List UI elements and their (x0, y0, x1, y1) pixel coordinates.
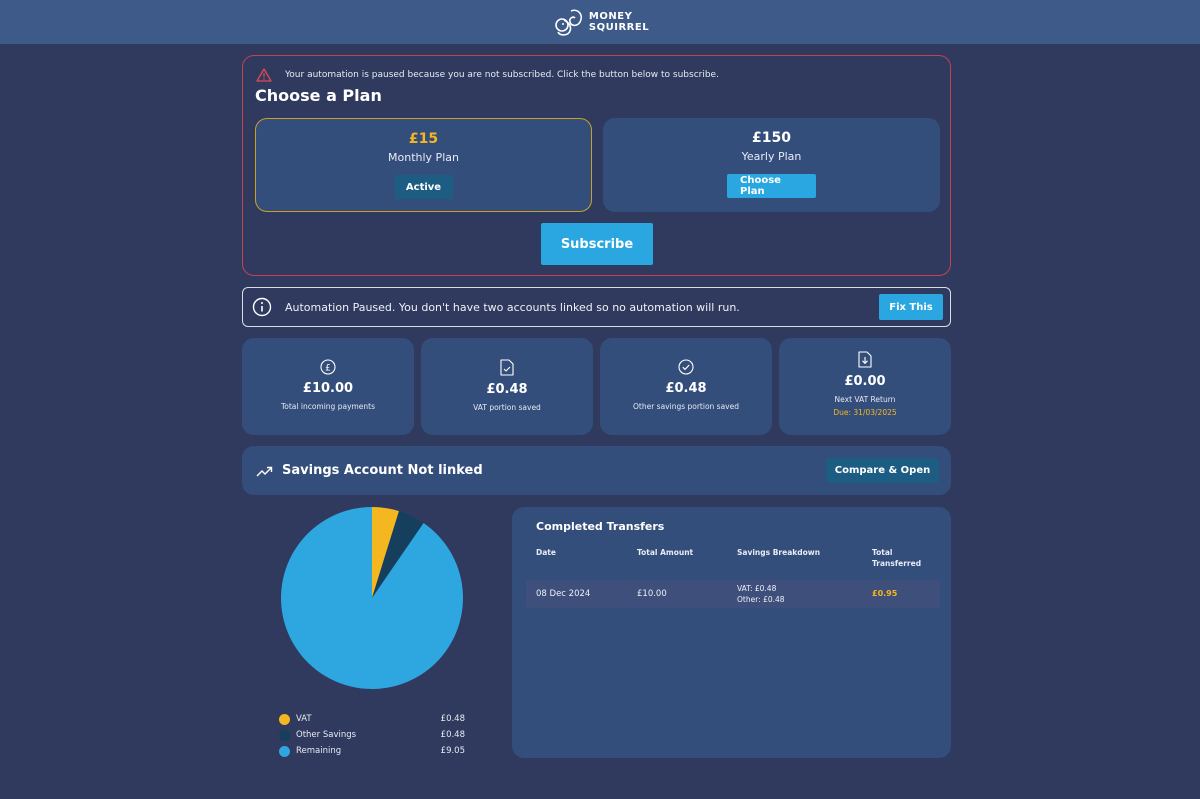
legend-swatch-remaining (279, 745, 290, 757)
stat-label: VAT portion saved (473, 403, 541, 412)
column-header-savings-breakdown: Savings Breakdown (737, 548, 821, 557)
choose-plan-button[interactable]: Choose Plan (727, 174, 816, 198)
monthly-plan-card[interactable]: £15 Monthly Plan Active (255, 118, 592, 212)
pound-icon: £ (320, 359, 336, 375)
legend-label: VAT (296, 714, 312, 724)
stat-other-savings: £0.48 Other savings portion saved (600, 338, 772, 435)
cell-amount: £10.00 (637, 589, 667, 599)
vat-due-date: Due: 31/03/2025 (833, 408, 897, 417)
cell-date: 08 Dec 2024 (536, 589, 591, 599)
top-bar: MONEY SQUIRREL (0, 0, 1200, 44)
stat-label: Next VAT Return (834, 395, 896, 404)
pie-slice-vat (372, 507, 400, 598)
squirrel-icon (555, 9, 582, 36)
automation-paused-text: Automation Paused. You don't have two ac… (285, 300, 740, 314)
subscription-panel: Your automation is paused because you ar… (242, 55, 951, 276)
legend-swatch-vat (279, 713, 290, 725)
stat-value: £0.48 (486, 382, 528, 397)
pie-chart-svg (281, 507, 463, 689)
subscription-warning: Your automation is paused because you ar… (256, 68, 719, 82)
stat-value: £0.48 (665, 381, 707, 396)
info-icon (252, 297, 272, 317)
yearly-plan-card[interactable]: £150 Yearly Plan Choose Plan (603, 118, 940, 212)
legend-item-other-savings: Other Savings £0.48 (279, 727, 465, 743)
transfers-title: Completed Transfers (536, 520, 665, 533)
subscribe-button[interactable]: Subscribe (541, 223, 653, 265)
stat-value: £10.00 (302, 381, 354, 396)
document-check-icon (500, 359, 514, 376)
stat-label: Other savings portion saved (632, 402, 739, 411)
legend-label: Other Savings (296, 730, 357, 740)
completed-transfers-panel: Completed Transfers Date Total Amount Sa… (512, 507, 951, 758)
cell-total-transferred: £0.95 (872, 589, 898, 598)
warning-icon (256, 68, 272, 82)
savings-account-bar: Savings Account Not linked Compare & Ope… (242, 446, 951, 495)
brand-name-line2: SQUIRREL (588, 22, 650, 33)
pie-slice-other-savings (372, 511, 424, 598)
pie-legend: VAT £0.48 Other Savings £0.48 Remaining … (279, 711, 465, 759)
svg-text:£: £ (325, 364, 331, 374)
fix-this-button[interactable]: Fix This (879, 294, 943, 320)
breakdown-vat: VAT: £0.48 (737, 584, 777, 593)
legend-label: Remaining (296, 746, 342, 756)
stat-vat-saved: £0.48 VAT portion saved (421, 338, 593, 435)
stat-value: £0.00 (844, 374, 886, 389)
legend-amount: £0.48 (440, 730, 465, 740)
cell-savings-breakdown: VAT: £0.48 Other: £0.48 (737, 583, 785, 605)
stat-total-incoming: £ £10.00 Total incoming payments (242, 338, 414, 435)
check-circle-icon (678, 359, 694, 375)
automation-paused-banner: Automation Paused. You don't have two ac… (242, 287, 951, 327)
trending-up-icon (256, 466, 273, 476)
brand-name-line1: MONEY (588, 11, 633, 22)
stat-next-vat-return: £0.00 Next VAT Return Due: 31/03/2025 (779, 338, 951, 435)
monthly-plan-price: £15 (408, 131, 439, 147)
warning-text: Your automation is paused because you ar… (285, 70, 719, 80)
plan-section-title: Choose a Plan (255, 86, 382, 105)
legend-amount: £0.48 (440, 714, 465, 724)
compare-open-button[interactable]: Compare & Open (826, 458, 939, 483)
legend-item-vat: VAT £0.48 (279, 711, 465, 727)
savings-breakdown-pie (279, 505, 465, 691)
header-line: Transferred (872, 559, 922, 568)
savings-account-status: Savings Account Not linked (282, 463, 483, 478)
legend-amount: £9.05 (440, 746, 465, 756)
legend-item-remaining: Remaining £9.05 (279, 743, 465, 759)
column-header-date: Date (536, 548, 556, 557)
breakdown-other: Other: £0.48 (737, 595, 785, 604)
legend-swatch-other (279, 729, 290, 741)
table-row[interactable]: 08 Dec 2024 £10.00 VAT: £0.48 Other: £0.… (526, 580, 940, 608)
active-plan-button[interactable]: Active (394, 175, 453, 199)
column-header-total-amount: Total Amount (637, 548, 694, 557)
brand-logo[interactable]: MONEY SQUIRREL (551, 5, 649, 39)
header-line: Total (872, 548, 893, 557)
column-header-total-transferred: Total Transferred (872, 547, 921, 569)
monthly-plan-name: Monthly Plan (388, 151, 459, 164)
yearly-plan-name: Yearly Plan (741, 150, 802, 163)
stat-label: Total incoming payments (280, 402, 376, 411)
yearly-plan-price: £150 (752, 130, 791, 146)
pie-slice-remaining (281, 507, 463, 689)
document-download-icon (858, 351, 872, 368)
